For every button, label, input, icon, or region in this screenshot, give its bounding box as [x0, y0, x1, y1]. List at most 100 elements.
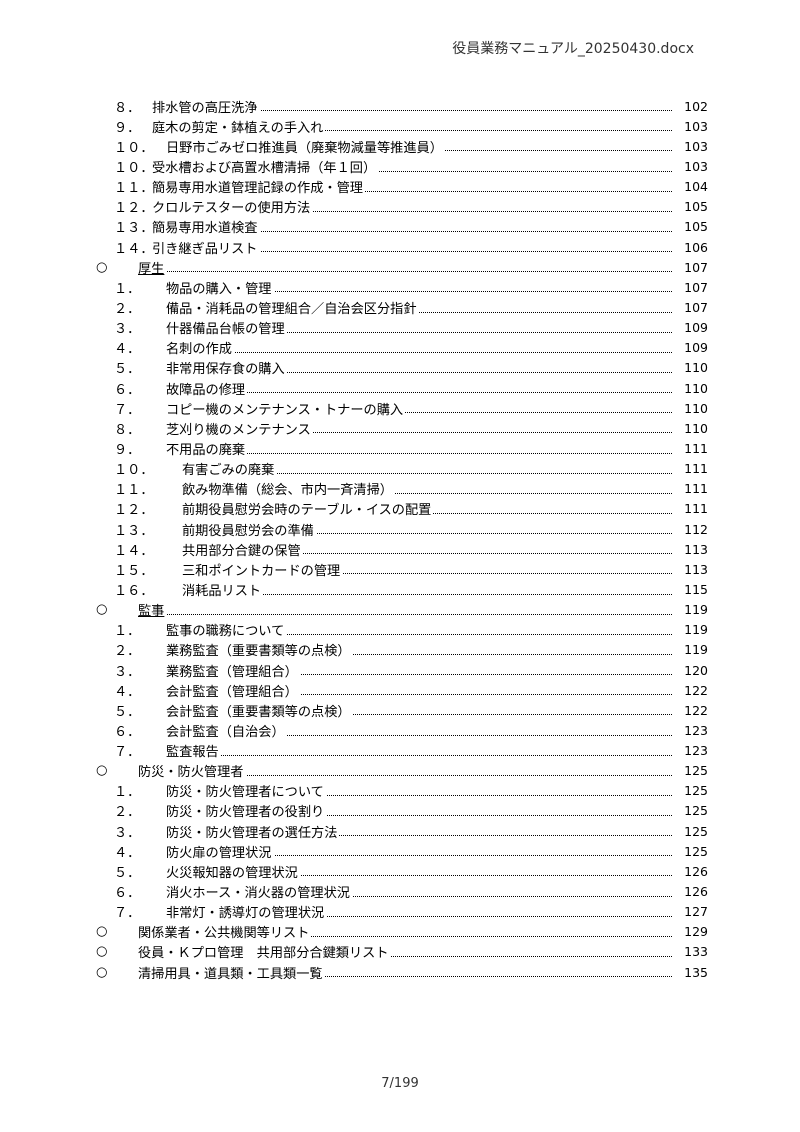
toc-entry[interactable]: ７． コピー機のメンテナンス・トナーの購入 110: [96, 398, 708, 418]
toc-entry-title[interactable]: 共用部分合鍵の保管: [182, 539, 303, 559]
toc-entry-title[interactable]: 会計監査（重要書類等の点検）: [166, 700, 353, 720]
toc-entry-title[interactable]: 名刺の作成: [166, 338, 234, 358]
toc-entry-title[interactable]: 故障品の修理: [166, 378, 248, 398]
toc-entry[interactable]: １０． 有害ごみの廃棄 111: [96, 459, 708, 479]
toc-entry-title[interactable]: 備品・消耗品の管理組合／自治会区分指針: [166, 297, 419, 317]
toc-entry[interactable]: ３． 業務監査（管理組合） 120: [96, 660, 708, 680]
toc-entry-title[interactable]: 引き継ぎ品リスト: [152, 237, 260, 257]
toc-entry-title[interactable]: 前期役員慰労会時のテーブル・イスの配置: [182, 499, 434, 519]
toc-entry[interactable]: ○ 関係業者・公共機関等リスト 129: [96, 922, 708, 942]
toc-entry-title[interactable]: 簡易専用水道検査: [152, 217, 260, 237]
toc-entry[interactable]: ５． 火災報知器の管理状況 126: [96, 861, 708, 881]
toc-entry-title[interactable]: 飲み物準備（総会、市内一斉清掃）: [182, 479, 395, 499]
toc-entry-title[interactable]: コピー機のメンテナンス・トナーの購入: [166, 398, 406, 418]
toc-entry[interactable]: １５． 三和ポイントカードの管理 113: [96, 559, 708, 579]
toc-entry-title[interactable]: 会計監査（自治会）: [166, 720, 287, 740]
toc-entry-number: ７．: [114, 745, 141, 761]
toc-entry-title[interactable]: 防災・防火管理者: [138, 761, 246, 781]
toc-entry-title[interactable]: 厚生: [138, 257, 167, 277]
toc-entry-title[interactable]: 監事の職務について: [166, 620, 287, 640]
toc-entry[interactable]: ２． 防災・防火管理者の役割り 125: [96, 801, 708, 821]
toc-entry-title[interactable]: 物品の購入・管理: [166, 277, 274, 297]
toc-entry[interactable]: １３． 前期役員慰労会の準備 112: [96, 519, 708, 539]
toc-entry-title[interactable]: 簡易専用水道管理記録の作成・管理: [152, 177, 365, 197]
toc-entry-title[interactable]: 関係業者・公共機関等リスト: [138, 922, 312, 942]
toc-entry[interactable]: １． 監事の職務について 119: [96, 620, 708, 640]
toc-entry[interactable]: ２． 業務監査（重要書類等の点検） 119: [96, 640, 708, 660]
toc-entry-title[interactable]: 芝刈り機のメンテナンス: [166, 418, 313, 438]
toc-entry[interactable]: １０． 日野市ごみゼロ推進員（廃棄物減量等推進員） 103: [96, 136, 708, 156]
toc-entry[interactable]: ４． 会計監査（管理組合） 122: [96, 680, 708, 700]
toc-entry-title[interactable]: 監査報告: [166, 741, 221, 761]
toc-entry-title[interactable]: 排水管の高圧洗浄: [152, 96, 260, 116]
toc-entry[interactable]: １１． 飲み物準備（総会、市内一斉清掃） 111: [96, 479, 708, 499]
toc-entry[interactable]: ○ 厚生 107: [96, 257, 708, 277]
toc-entry-title[interactable]: 防火扉の管理状況: [166, 841, 274, 861]
toc-entry-number: ９．: [114, 442, 141, 458]
toc-entry-title[interactable]: 役員・Ｋプロ管理 共用部分合鍵類リスト: [138, 942, 391, 962]
toc-entry-title[interactable]: 清掃用具・道具類・工具類一覧: [138, 962, 325, 982]
dot-leader: [152, 190, 672, 192]
toc-entry-title[interactable]: 防災・防火管理者について: [166, 781, 326, 801]
toc-entry-title[interactable]: 受水槽および高置水槽清掃（年１回）: [152, 156, 379, 176]
toc-entry-title[interactable]: 什器備品台帳の管理: [166, 318, 287, 338]
toc-entry-title[interactable]: 日野市ごみゼロ推進員（廃棄物減量等推進員）: [166, 136, 445, 156]
toc-entry[interactable]: ９． 庭木の剪定・鉢植えの手入れ 103: [96, 116, 708, 136]
toc-entry-title[interactable]: 三和ポイントカードの管理: [182, 559, 343, 579]
toc-entry[interactable]: ６． 会計監査（自治会） 123: [96, 720, 708, 740]
toc-entry[interactable]: ２． 備品・消耗品の管理組合／自治会区分指針 107: [96, 297, 708, 317]
toc-entry[interactable]: ３． 防災・防火管理者の選任方法 125: [96, 821, 708, 841]
toc-entry-title[interactable]: 業務監査（重要書類等の点検）: [166, 640, 353, 660]
toc-entry[interactable]: ６． 消火ホース・消火器の管理状況 126: [96, 881, 708, 902]
toc-entry-number: ５．: [114, 362, 141, 378]
toc-entry-number: ７．: [114, 402, 141, 418]
toc-entry[interactable]: ３． 什器備品台帳の管理 109: [96, 318, 708, 338]
toc-entry-title[interactable]: 不用品の廃棄: [166, 438, 248, 458]
toc-entry[interactable]: ○ 防災・防火管理者 125: [96, 761, 708, 781]
toc-entry[interactable]: １． 防災・防火管理者について 125: [96, 781, 708, 801]
toc-entry[interactable]: ５． 会計監査（重要書類等の点検） 122: [96, 700, 708, 720]
toc-entry[interactable]: ○ 清掃用具・道具類・工具類一覧 135: [96, 962, 708, 982]
toc-entry[interactable]: １１． 簡易専用水道管理記録の作成・管理 104: [96, 177, 708, 197]
toc-entry-title[interactable]: 前期役員慰労会の準備: [182, 519, 316, 539]
toc-entry[interactable]: １． 物品の購入・管理 107: [96, 277, 708, 297]
toc-entry-title[interactable]: 消耗品リスト: [182, 579, 264, 599]
toc-entry-title[interactable]: 業務監査（管理組合）: [166, 660, 300, 680]
toc-entry-title[interactable]: 有害ごみの廃棄: [182, 459, 277, 479]
toc-entry[interactable]: １２． 前期役員慰労会時のテーブル・イスの配置 111: [96, 499, 708, 519]
toc-entry[interactable]: １２． クロルテスターの使用方法 105: [96, 197, 708, 217]
toc-entry-title[interactable]: 消火ホース・消火器の管理状況: [166, 882, 352, 902]
toc-entry-number: ７．: [114, 906, 141, 922]
toc-entry[interactable]: ４． 防火扉の管理状況 125: [96, 841, 708, 861]
toc-entry-number: １．: [114, 281, 141, 297]
dot-leader: [182, 492, 672, 494]
toc-entry[interactable]: ７． 非常灯・誘導灯の管理状況 127: [96, 902, 708, 922]
toc-entry[interactable]: ９． 不用品の廃棄 111: [96, 438, 708, 458]
toc-entry-title[interactable]: 会計監査（管理組合）: [166, 680, 300, 700]
toc-entry-title[interactable]: クロルテスターの使用方法: [152, 197, 313, 217]
toc-entry-number: ６．: [114, 724, 141, 740]
toc-entry[interactable]: １３． 簡易専用水道検査 105: [96, 217, 708, 237]
toc-entry[interactable]: １０． 受水槽および高置水槽清掃（年１回） 103: [96, 156, 708, 176]
toc-entry[interactable]: ８． 排水管の高圧洗浄 102: [96, 96, 708, 116]
toc-entry[interactable]: １６． 消耗品リスト 115: [96, 579, 708, 599]
toc-entry-title[interactable]: 監事: [138, 600, 167, 620]
toc-entry[interactable]: ５． 非常用保存食の購入 110: [96, 358, 708, 378]
toc-entry[interactable]: ○ 役員・Ｋプロ管理 共用部分合鍵類リスト 133: [96, 942, 708, 962]
toc-entry-title[interactable]: 火災報知器の管理状況: [166, 861, 300, 881]
toc-entry[interactable]: ７． 監査報告 123: [96, 741, 708, 761]
toc-entry[interactable]: ８． 芝刈り機のメンテナンス 110: [96, 418, 708, 438]
toc-entry[interactable]: ４． 名刺の作成 109: [96, 338, 708, 358]
toc-entry-title[interactable]: 防災・防火管理者の選任方法: [166, 821, 340, 841]
toc-entry[interactable]: １４． 引き継ぎ品リスト 106: [96, 237, 708, 257]
toc-entry[interactable]: ○ 監事 119: [96, 600, 708, 620]
toc-entry[interactable]: １４． 共用部分合鍵の保管 113: [96, 539, 708, 559]
toc-entry-page: 123: [684, 722, 708, 738]
toc-entry-page: 103: [684, 138, 708, 154]
toc-entry-title[interactable]: 庭木の剪定・鉢植えの手入れ: [152, 116, 326, 136]
toc-entry[interactable]: ６． 故障品の修理 110: [96, 378, 708, 398]
toc-entry-title[interactable]: 非常用保存食の購入: [166, 358, 287, 378]
section-bullet: ○: [96, 259, 108, 275]
toc-entry-title[interactable]: 非常灯・誘導灯の管理状況: [166, 902, 327, 922]
toc-entry-title[interactable]: 防災・防火管理者の役割り: [166, 801, 327, 821]
